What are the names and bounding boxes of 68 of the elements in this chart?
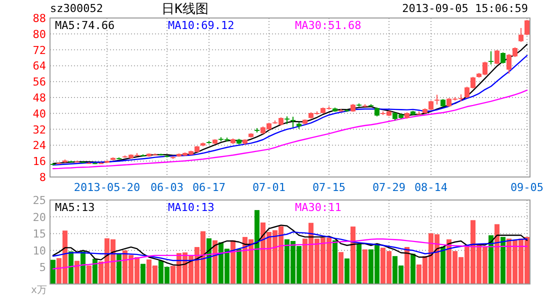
bar [494, 224, 500, 284]
text: 2013-09-05 15:06:59 [402, 2, 528, 15]
annotation: MA30:11 [295, 201, 342, 214]
bar [350, 226, 356, 284]
bar [404, 247, 410, 284]
bar [86, 266, 92, 284]
bar [488, 235, 494, 284]
bar [140, 264, 146, 284]
x-tick-label: 06-17 [192, 181, 226, 194]
bar [362, 249, 368, 284]
candlestick [488, 50, 494, 66]
bar [356, 244, 362, 284]
y-tick-label: 32 [32, 123, 46, 136]
x-tick-label: 06-03 [150, 181, 184, 194]
y-tick-label: 80 [32, 28, 46, 41]
x-tick-label: 07-01 [252, 181, 286, 194]
y-tick-label: 40 [32, 107, 46, 120]
bar [332, 240, 338, 284]
y-tick-label: 56 [32, 76, 46, 89]
y-tick-label: 20 [32, 210, 46, 224]
candlestick [500, 52, 506, 64]
line-series [52, 90, 528, 170]
candlestick [434, 94, 440, 105]
bar [50, 260, 56, 284]
bar [440, 246, 446, 284]
line-series [52, 238, 528, 270]
bar [116, 254, 122, 284]
y-tick-label: 5 [39, 261, 46, 274]
bar [254, 210, 260, 284]
x-tick-label: 07-29 [372, 181, 406, 194]
x-tick-label: 09-05 [510, 181, 544, 194]
bar [500, 236, 506, 284]
bar [338, 252, 344, 284]
bar [410, 254, 416, 284]
y-axis-title: x万 [30, 285, 47, 296]
y-tick-label: 16 [32, 155, 46, 168]
annotation: MA5:13 [55, 201, 95, 214]
y-tick-label: 48 [32, 92, 46, 104]
candlestick [524, 19, 530, 36]
bar [230, 240, 236, 284]
candlestick [494, 50, 500, 65]
line-series [52, 231, 528, 262]
annotation: MA10:13 [168, 201, 214, 214]
y-tick-label: 8 [39, 171, 46, 184]
x-tick-label: 08-14 [414, 181, 448, 194]
x-tick-label: 07-15 [312, 181, 346, 194]
x-tick-label: 2013-05-20 [74, 181, 140, 194]
bar [68, 251, 74, 284]
line-series [52, 224, 528, 266]
annotation: MA30:51.68 [295, 19, 362, 32]
candlestick [518, 27, 524, 42]
annotation: MA5:74.66 [55, 19, 115, 32]
bar [92, 258, 98, 284]
candlestick [290, 116, 296, 128]
y-tick-label: 15 [32, 228, 46, 241]
y-tick-label: 24 [32, 139, 46, 152]
bar [344, 258, 350, 284]
bar [236, 249, 242, 284]
y-tick-label: 25 [32, 194, 46, 207]
bar [74, 260, 80, 284]
y-tick-label: 88 [32, 12, 46, 25]
bar [80, 251, 86, 284]
y-tick-label: 10 [32, 244, 46, 258]
y-tick-label: 64 [32, 60, 46, 73]
text: sz300052 [50, 2, 103, 15]
y-tick-label: 72 [32, 44, 46, 57]
chart-title: 日K线图 [162, 2, 208, 17]
annotation: MA10:69.12 [168, 19, 234, 32]
